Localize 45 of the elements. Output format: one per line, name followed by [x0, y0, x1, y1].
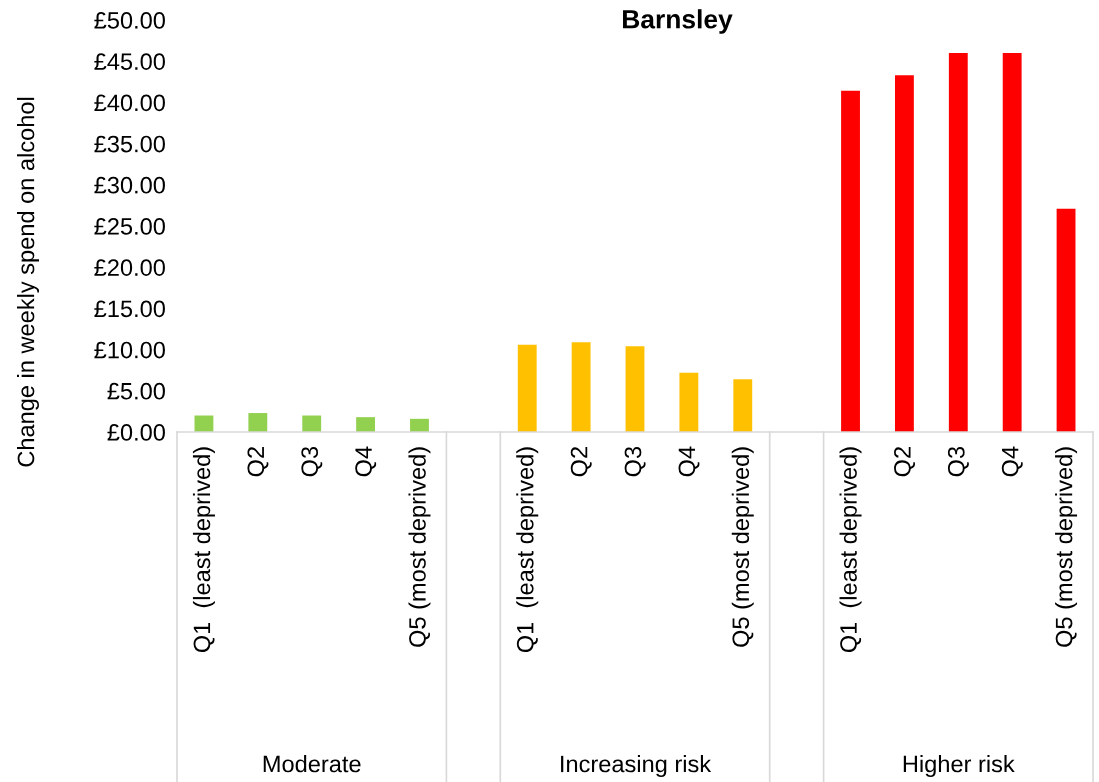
x-tick-label: Q4: [678, 446, 700, 477]
x-tick-label: Q5 (most deprived): [1055, 447, 1078, 647]
bar: [1002, 52, 1022, 432]
y-tick-label: £0.00: [107, 424, 165, 441]
x-tick-label: Q4: [1001, 446, 1023, 477]
y-tick-label: £30.00: [94, 176, 165, 194]
bar: [302, 415, 322, 432]
bar: [733, 379, 753, 432]
y-tick-label: £40.00: [94, 94, 165, 112]
y-tick-label: £45.00: [94, 53, 165, 70]
y-tick-label: £15.00: [94, 300, 165, 318]
x-tick-label: Q2: [894, 447, 915, 477]
text: Higher risk: [903, 754, 1015, 778]
bar: [571, 342, 591, 432]
text: Increasing risk: [561, 754, 712, 778]
bar: [625, 346, 645, 432]
bar: [356, 417, 376, 432]
y-tick-label: £50.00: [94, 12, 165, 29]
bar: [410, 418, 429, 432]
bar: [841, 90, 860, 432]
y-tick-label: £35.00: [94, 135, 165, 153]
x-tick-label: Q5 (most deprived): [408, 447, 431, 647]
bar: [894, 75, 914, 432]
x-tick-label: Q1 (least deprived): [192, 447, 215, 653]
x-tick-label: Q3: [301, 446, 323, 477]
bar: [248, 413, 268, 432]
bar: [1056, 208, 1076, 432]
x-tick-label: Q3: [624, 446, 646, 477]
y-tick-label: £5.00: [107, 382, 165, 400]
x-tick-label: Q2: [570, 447, 592, 477]
x-tick-label: Q4: [355, 446, 377, 477]
y-tick-label: £10.00: [94, 341, 165, 359]
y-tick-label: £25.00: [94, 218, 165, 235]
x-tick-label: Q1 (least deprived): [516, 447, 539, 653]
x-tick-label: Q5 (most deprived): [731, 447, 754, 647]
bar: [679, 372, 699, 432]
x-tick-label: Q2: [247, 447, 269, 477]
chart-title: Barnsley: [623, 9, 733, 34]
bar: [948, 52, 968, 432]
y-axis-title: Change in weekly spend on alcohol: [17, 97, 39, 467]
text: Moderate: [263, 754, 361, 773]
x-tick-label: Q1 (least deprived): [839, 447, 862, 653]
bar: [517, 344, 537, 432]
x-tick-label: Q3: [947, 446, 969, 477]
y-tick-label: £20.00: [94, 259, 165, 276]
